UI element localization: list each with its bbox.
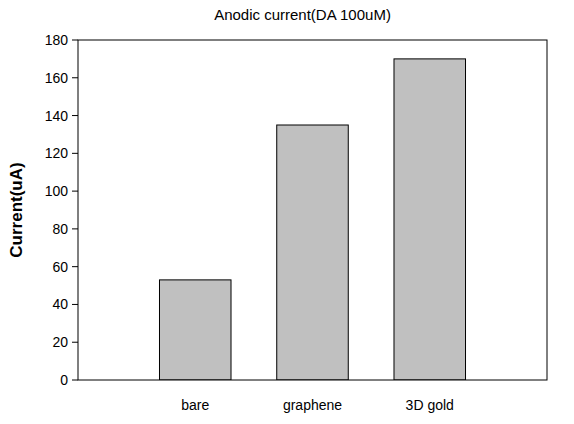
plot-frame — [78, 40, 547, 380]
y-tick — [72, 266, 78, 267]
y-tick — [72, 342, 78, 343]
y-tick — [72, 380, 78, 381]
y-tick — [72, 228, 78, 229]
y-tick-label: 100 — [45, 183, 69, 199]
y-tick-label: 160 — [45, 70, 69, 86]
y-tick — [72, 115, 78, 116]
y-tick-label: 120 — [45, 145, 69, 161]
chart: 0 20 40 60 80 100 120 140 160 180 bare graphene 3D g… — [0, 0, 574, 424]
y-tick — [72, 304, 78, 305]
y-axis-label: Current(uA) — [7, 162, 26, 257]
y-tick-label: 20 — [52, 334, 68, 350]
bar — [394, 59, 466, 380]
bars — [159, 59, 465, 380]
y-tick — [72, 77, 78, 78]
y-tick-label: 40 — [52, 296, 68, 312]
x-tick-label: bare — [181, 397, 209, 413]
y-tick-label: 0 — [60, 372, 68, 388]
y-tick — [72, 40, 78, 41]
bar — [159, 280, 231, 380]
x-tick-label: graphene — [283, 397, 342, 413]
title: Anodic current(DA 100uM) — [214, 6, 391, 23]
y-tick — [72, 153, 78, 154]
chart-container: 0 20 40 60 80 100 120 140 160 180 bare graphene 3D g… — [0, 0, 574, 424]
bar — [277, 125, 349, 380]
y-tick-label: 140 — [45, 108, 69, 124]
x-tick-label: 3D gold — [406, 397, 454, 413]
y-tick — [72, 191, 78, 192]
y-tick-label: 180 — [45, 32, 69, 48]
y-tick-label: 80 — [52, 221, 68, 237]
y-tick-label: 60 — [52, 259, 68, 275]
